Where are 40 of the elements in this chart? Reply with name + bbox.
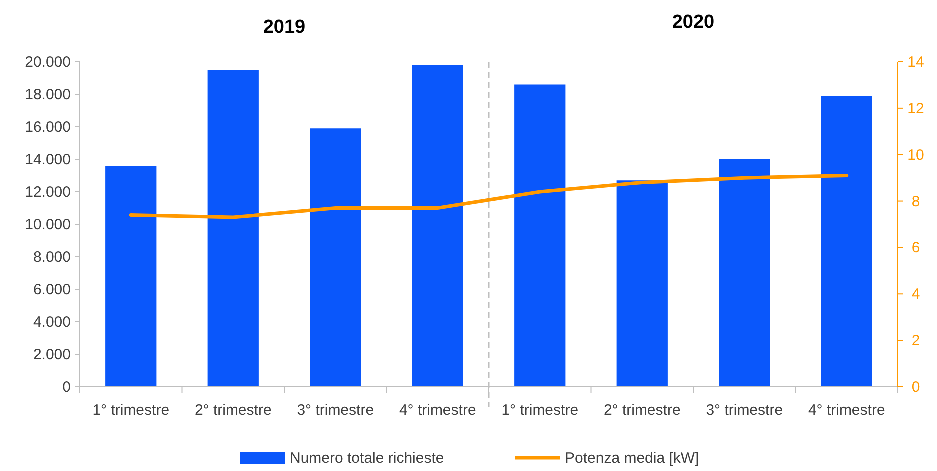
bar <box>310 128 362 387</box>
y2-tick-label: 0 <box>912 379 920 396</box>
x-tick-label: 1° trimestre <box>502 402 579 419</box>
legend-label: Potenza media [kW] <box>565 450 700 467</box>
y-tick-label: 8.000 <box>33 249 71 266</box>
y-tick-label: 6.000 <box>33 282 71 298</box>
y2-tick-label: 2 <box>912 332 920 350</box>
y2-tick-label: 10 <box>908 146 924 164</box>
x-tick-label: 3° trimestre <box>297 402 374 419</box>
x-tick-label: 2° trimestre <box>194 402 272 419</box>
bar <box>719 160 770 387</box>
y-tick-label: 4.000 <box>33 314 71 331</box>
y2-tick-label: 4 <box>912 286 920 304</box>
text: 2020 <box>672 12 715 33</box>
y2-tick-label: 14 <box>908 54 924 71</box>
y-tick-label: 14.000 <box>25 152 71 168</box>
y-tick-label: 0 <box>62 379 71 396</box>
y-tick-label: 10.000 <box>25 216 71 234</box>
bar <box>616 180 668 387</box>
x-tick-label: 4° trimestre <box>808 402 886 419</box>
text: 2019 <box>263 17 306 38</box>
bar <box>412 65 464 387</box>
bar <box>514 84 566 387</box>
y-tick-label: 20.000 <box>25 54 71 71</box>
bar <box>106 166 157 387</box>
y2-tick-label: 6 <box>912 240 920 257</box>
x-tick-label: 3° trimestre <box>706 402 784 419</box>
bar <box>821 96 872 387</box>
legend-label: Numero totale richieste <box>290 450 444 467</box>
y-tick-label: 2.000 <box>33 346 71 364</box>
y2-tick-label: 8 <box>912 193 920 210</box>
x-tick-label: 2° trimestre <box>604 402 681 419</box>
y-tick-label: 16.000 <box>25 119 71 136</box>
y-tick-label: 12.000 <box>25 184 71 201</box>
y-tick-label: 18.000 <box>25 86 71 104</box>
y2-tick-label: 12 <box>908 100 924 118</box>
x-tick-label: 4° trimestre <box>399 402 476 419</box>
line-series <box>129 174 849 220</box>
bar <box>208 70 259 387</box>
x-tick-label: 1° trimestre <box>92 402 170 419</box>
